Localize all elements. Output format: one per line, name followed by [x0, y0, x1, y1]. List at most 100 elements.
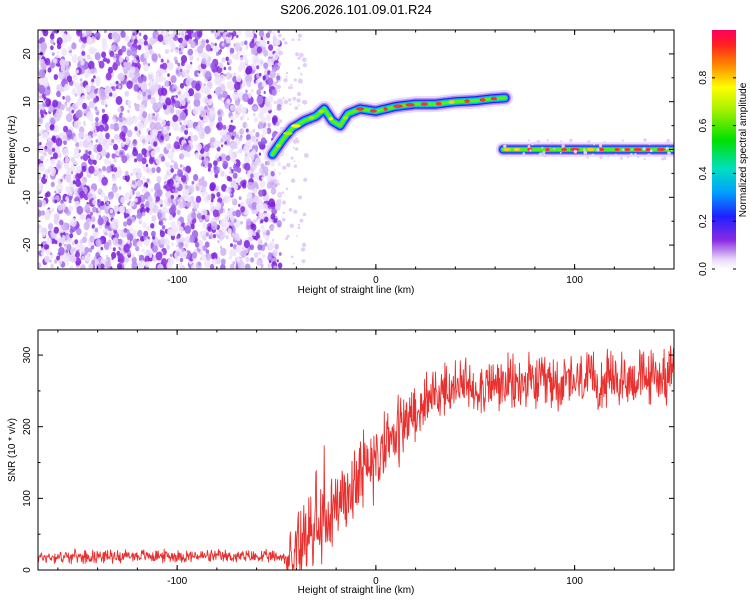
noise-blob — [45, 112, 48, 115]
noise-blob — [277, 161, 282, 167]
noise-blob — [73, 136, 78, 142]
noise-blob — [105, 95, 109, 100]
noise-blob — [202, 222, 208, 229]
noise-blob — [78, 131, 85, 139]
ridge2-halo — [522, 152, 526, 156]
noise-blob — [235, 209, 242, 218]
noise-blob — [47, 86, 51, 90]
noise-blob — [88, 262, 94, 269]
noise-blob — [91, 122, 96, 128]
noise-blob — [63, 125, 68, 133]
noise-blob — [61, 43, 64, 47]
noise-blob — [210, 47, 213, 52]
noise-blob — [219, 97, 222, 101]
noise-blob — [161, 87, 168, 96]
noise-blob — [53, 226, 59, 234]
noise-blob — [104, 85, 112, 95]
ridge2-halo — [622, 148, 625, 152]
ridge-peak — [420, 102, 428, 106]
noise-blob — [88, 46, 95, 55]
noise-blob — [240, 250, 247, 259]
noise-blob — [149, 79, 154, 86]
noise-blob — [74, 200, 80, 208]
noise-blob — [151, 167, 156, 174]
noise-blob — [251, 62, 257, 70]
noise-blob — [38, 224, 41, 229]
noise-blob — [270, 161, 275, 167]
noise-blob — [89, 57, 93, 62]
ridge2-halo — [634, 152, 637, 156]
noise-blob — [76, 109, 83, 118]
noise-blob — [142, 91, 147, 97]
noise-blob — [104, 158, 109, 165]
noise-blob — [166, 120, 171, 127]
noise-blob — [147, 72, 154, 81]
noise-blob — [266, 160, 271, 166]
noise-blob — [134, 158, 138, 163]
noise-blob — [71, 171, 74, 175]
noise-blob — [220, 258, 226, 266]
noise-blob — [49, 167, 56, 177]
noise-blob — [163, 175, 168, 181]
noise-blob — [63, 162, 70, 170]
noise-blob — [176, 235, 179, 240]
noise-blob — [262, 234, 266, 238]
noise-blob — [236, 34, 239, 39]
noise-blob — [188, 38, 192, 45]
noise-blob — [87, 192, 93, 200]
noise-blob — [245, 89, 248, 94]
noise-blob — [205, 249, 210, 255]
noise-blob — [225, 72, 232, 80]
noise-blob — [184, 97, 188, 102]
noise-blob — [111, 174, 117, 182]
noise-blob — [277, 262, 283, 269]
y-tick-label: 20 — [22, 48, 33, 60]
noise-blob — [297, 195, 303, 200]
noise-blob — [230, 105, 233, 110]
noise-blob — [84, 203, 90, 211]
noise-blob — [65, 174, 72, 183]
noise-blob — [59, 219, 64, 226]
noise-blob — [105, 260, 112, 269]
noise-blob — [151, 215, 157, 222]
noise-blob — [248, 94, 252, 99]
noise-blob — [180, 55, 188, 64]
noise-blob — [94, 106, 98, 111]
noise-blob — [231, 248, 237, 257]
noise-blob — [125, 61, 133, 71]
noise-blob — [120, 142, 125, 148]
colorbar: 0.0 0.2 0.4 0.6 0.8 Normalized spectral ampl… — [698, 30, 749, 276]
noise-blob — [175, 182, 180, 188]
noise-blob — [79, 78, 83, 82]
noise-blob — [260, 137, 267, 145]
noise-blob — [233, 165, 239, 172]
ridge2-halo — [636, 155, 640, 159]
noise-blob — [102, 204, 107, 211]
noise-blob — [50, 181, 55, 188]
noise-blob — [62, 147, 70, 157]
noise-blob — [141, 248, 145, 253]
noise-blob — [195, 186, 200, 192]
noise-blob — [53, 259, 58, 264]
noise-blob — [108, 160, 112, 165]
noise-blob — [225, 155, 231, 162]
noise-blob — [117, 253, 124, 261]
noise-blob — [275, 121, 280, 127]
noise-blob — [256, 215, 260, 219]
noise-blob — [246, 116, 250, 121]
noise-blob — [191, 32, 195, 38]
noise-blob — [215, 202, 222, 211]
ridge2-halo — [667, 141, 670, 144]
ridge2-halo — [620, 156, 623, 160]
noise-blob — [121, 45, 127, 53]
noise-blob — [239, 56, 243, 61]
noise-blob — [229, 47, 235, 54]
noise-blob — [181, 165, 185, 169]
noise-blob — [90, 216, 96, 223]
noise-blob — [246, 218, 252, 226]
noise-blob — [245, 128, 249, 133]
noise-blob — [226, 125, 230, 129]
x-tick-label: -100 — [167, 275, 187, 286]
noise-blob — [97, 201, 101, 207]
